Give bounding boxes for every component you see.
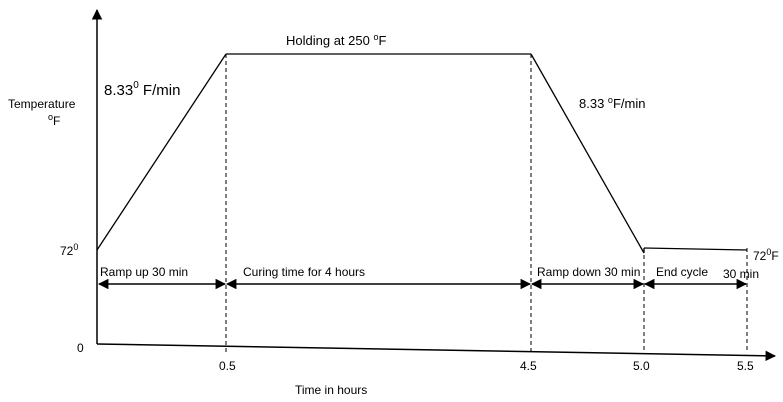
x-tick-5-0: 5.0 (633, 359, 650, 373)
y-axis-label-line1: Temperature (8, 97, 76, 111)
axes (91, 8, 777, 362)
phase-label-ramp-down: Ramp down 30 min (537, 265, 640, 279)
ramp-rate-down-label: 8.33 oF/min (579, 95, 645, 111)
phase-label-end-duration: 30 min (723, 267, 759, 281)
phase-boundaries (225, 54, 748, 352)
phase-label-ramp-up: Ramp up 30 min (100, 265, 188, 279)
holding-label: Holding at 250 oF (286, 32, 386, 48)
x-axis-label: Time in hours (295, 383, 367, 397)
x-axis (96, 343, 777, 362)
y-axis-label-line2: oF (48, 112, 60, 128)
phase-label-curing: Curing time for 4 hours (243, 265, 365, 279)
profile-segment-2 (530, 53, 645, 254)
x-tick-5-5: 5.5 (737, 359, 754, 373)
ramp-rate-up-label: 8.330 F/min (104, 80, 180, 99)
x-tick-0-5: 0.5 (219, 359, 236, 373)
phase-label-end-cycle: End cycle (656, 265, 708, 279)
profile-segment-0 (96, 53, 227, 251)
profile-segment-4 (643, 247, 748, 251)
end-temp-label: 720F (753, 247, 779, 263)
y-tick-0: 0 (77, 341, 84, 355)
temperature-profile (96, 53, 748, 254)
x-tick-4-5: 4.5 (520, 359, 537, 373)
y-tick-72: 720 (60, 242, 78, 258)
